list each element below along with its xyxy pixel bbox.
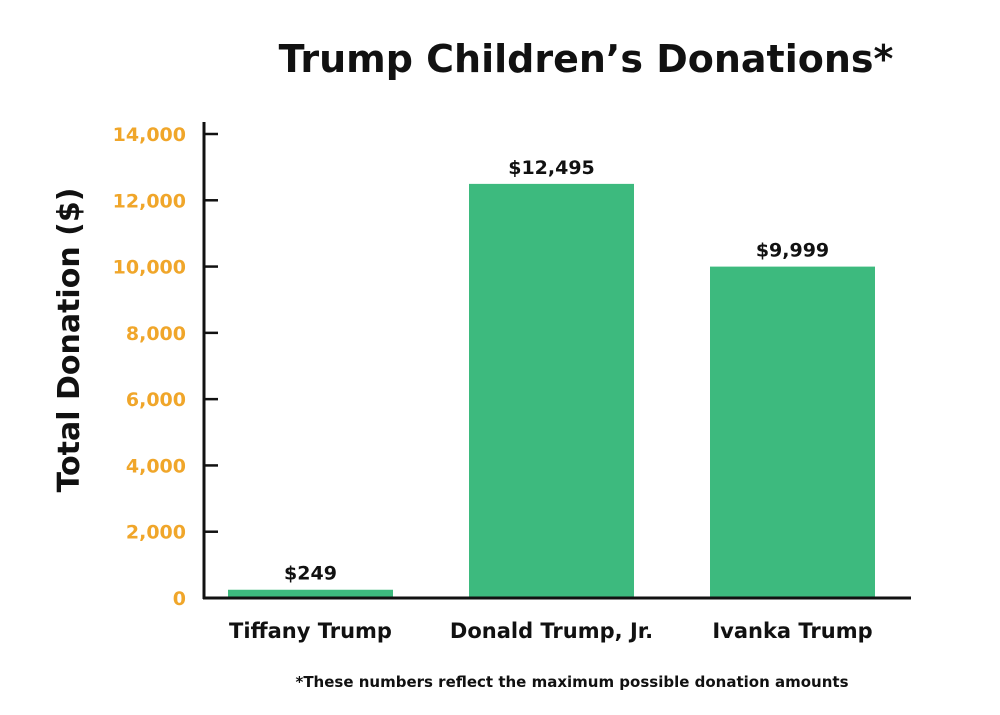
y-axis-label: Total Donation ($) <box>52 188 87 493</box>
x-tick-label: Ivanka Trump <box>712 619 872 643</box>
y-tick-label: 8,000 <box>126 323 186 345</box>
footnote: *These numbers reflect the maximum possi… <box>295 673 848 691</box>
y-tick-label: 14,000 <box>113 124 186 146</box>
y-tick-label: 4,000 <box>126 455 186 477</box>
x-tick-label: Tiffany Trump <box>229 619 392 643</box>
y-tick-label: 12,000 <box>113 190 186 212</box>
y-tick-label: 2,000 <box>126 522 186 544</box>
bar <box>710 266 875 598</box>
bar <box>469 183 634 598</box>
y-tick-label: 0 <box>173 588 186 610</box>
data-label: $249 <box>284 563 337 585</box>
y-tick-label: 10,000 <box>113 257 186 279</box>
y-tick-label: 6,000 <box>126 389 186 411</box>
bar <box>228 589 393 598</box>
x-tick-label: Donald Trump, Jr. <box>450 619 653 643</box>
data-label: $12,495 <box>508 157 595 179</box>
chart-title: Trump Children’s Donations* <box>279 37 894 81</box>
data-label: $9,999 <box>756 240 829 262</box>
